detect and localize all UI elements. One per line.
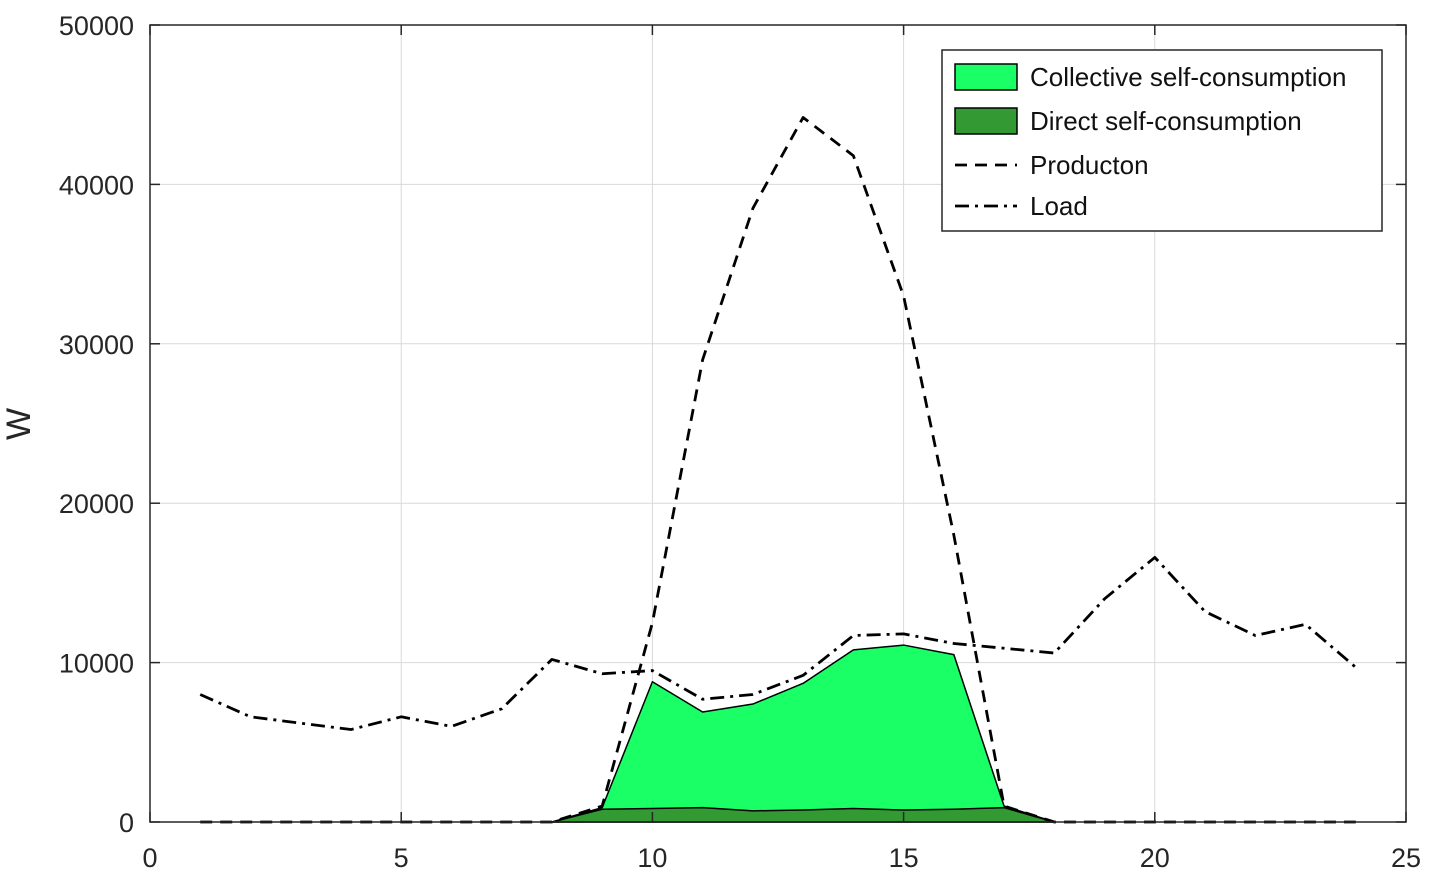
x-tick-label: 15 bbox=[889, 843, 919, 873]
x-tick-label: 25 bbox=[1391, 843, 1421, 873]
plot-frame bbox=[149, 24, 1407, 823]
load-point bbox=[1355, 667, 1357, 669]
y-tick-label: 0 bbox=[119, 808, 134, 838]
x-tick-label: 20 bbox=[1140, 843, 1170, 873]
load-point bbox=[250, 716, 252, 718]
load-point bbox=[300, 722, 302, 724]
direct-self-consumption-legend-swatch bbox=[954, 107, 1018, 135]
load-point bbox=[853, 635, 855, 637]
y-tick-label: 20000 bbox=[59, 489, 134, 519]
direct-self-consumption-legend-label: Direct self-consumption bbox=[1030, 106, 1302, 136]
axis-ticks: 0 5 10 15 20 25 0 10000 20000 30000 40000 50000 bbox=[59, 11, 1421, 873]
producton-legend-label: Producton bbox=[1030, 150, 1149, 180]
load-point bbox=[1305, 624, 1307, 626]
x-tick-label: 0 bbox=[142, 843, 157, 873]
line-series bbox=[199, 116, 1357, 824]
load-point bbox=[1054, 652, 1056, 654]
area-series bbox=[551, 644, 1056, 823]
y-tick-label: 30000 bbox=[59, 330, 134, 360]
collective-self-consumption-legend-swatch bbox=[954, 63, 1018, 91]
y-tick-label: 40000 bbox=[59, 170, 134, 200]
load-point bbox=[451, 726, 453, 728]
legend: Collective self-consumption Direct self-c… bbox=[941, 49, 1383, 232]
load-line bbox=[199, 555, 1357, 731]
direct-self-consumption-area bbox=[551, 806, 1056, 823]
y-axis-label: W bbox=[0, 408, 38, 440]
x-tick-label: 5 bbox=[394, 843, 409, 873]
load-legend-label: Load bbox=[1030, 191, 1088, 221]
y-tick-label: 10000 bbox=[59, 649, 134, 679]
load-point bbox=[1204, 611, 1206, 613]
y-tick-label: 50000 bbox=[59, 11, 134, 41]
x-tick-label: 10 bbox=[637, 843, 667, 873]
collective-self-consumption-legend-label: Collective self-consumption bbox=[1030, 62, 1346, 92]
